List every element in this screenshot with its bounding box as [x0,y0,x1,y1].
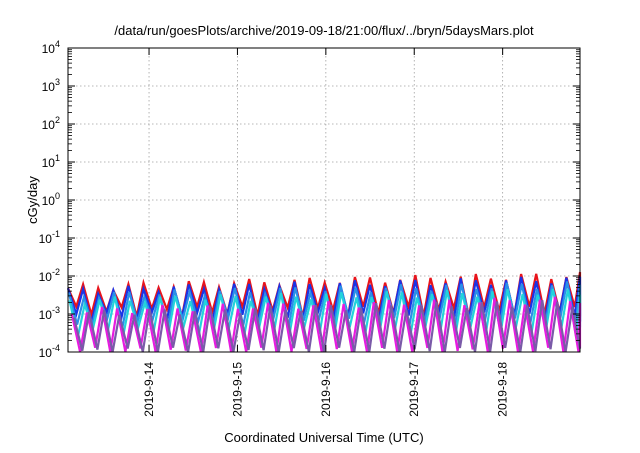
y-tick-label: 10-3 [39,305,60,322]
y-tick-label: 101 [42,153,60,170]
y-tick-label: 10-4 [39,343,60,360]
y-tick-label: 100 [42,191,60,208]
chart-title: /data/run/goesPlots/archive/2019-09-18/2… [114,23,534,38]
x-axis-label: Coordinated Universal Time (UTC) [224,430,423,445]
x-tick-label: 2019-9-18 [496,362,510,417]
y-tick-label: 104 [42,39,60,56]
series-line-5 [70,296,582,353]
y-tick-label: 10-2 [39,267,60,284]
y-tick-label: 102 [42,115,60,132]
x-tick-label: 2019-9-16 [319,362,333,417]
tick-layer: 10-4 10-3 10-2 10-1 100 101 102 103 104 2019-9-14… [39,39,580,417]
series-line-6 [72,300,582,353]
x-tick-label: 2019-9-15 [230,362,244,417]
y-axis-label: cGy/day [25,176,40,224]
y-tick-label: 103 [42,77,60,94]
series-layer [66,271,582,353]
x-tick-label: 2019-9-14 [142,362,156,417]
y-tick-label: 10-1 [39,229,60,246]
x-tick-label: 2019-9-17 [407,362,421,417]
